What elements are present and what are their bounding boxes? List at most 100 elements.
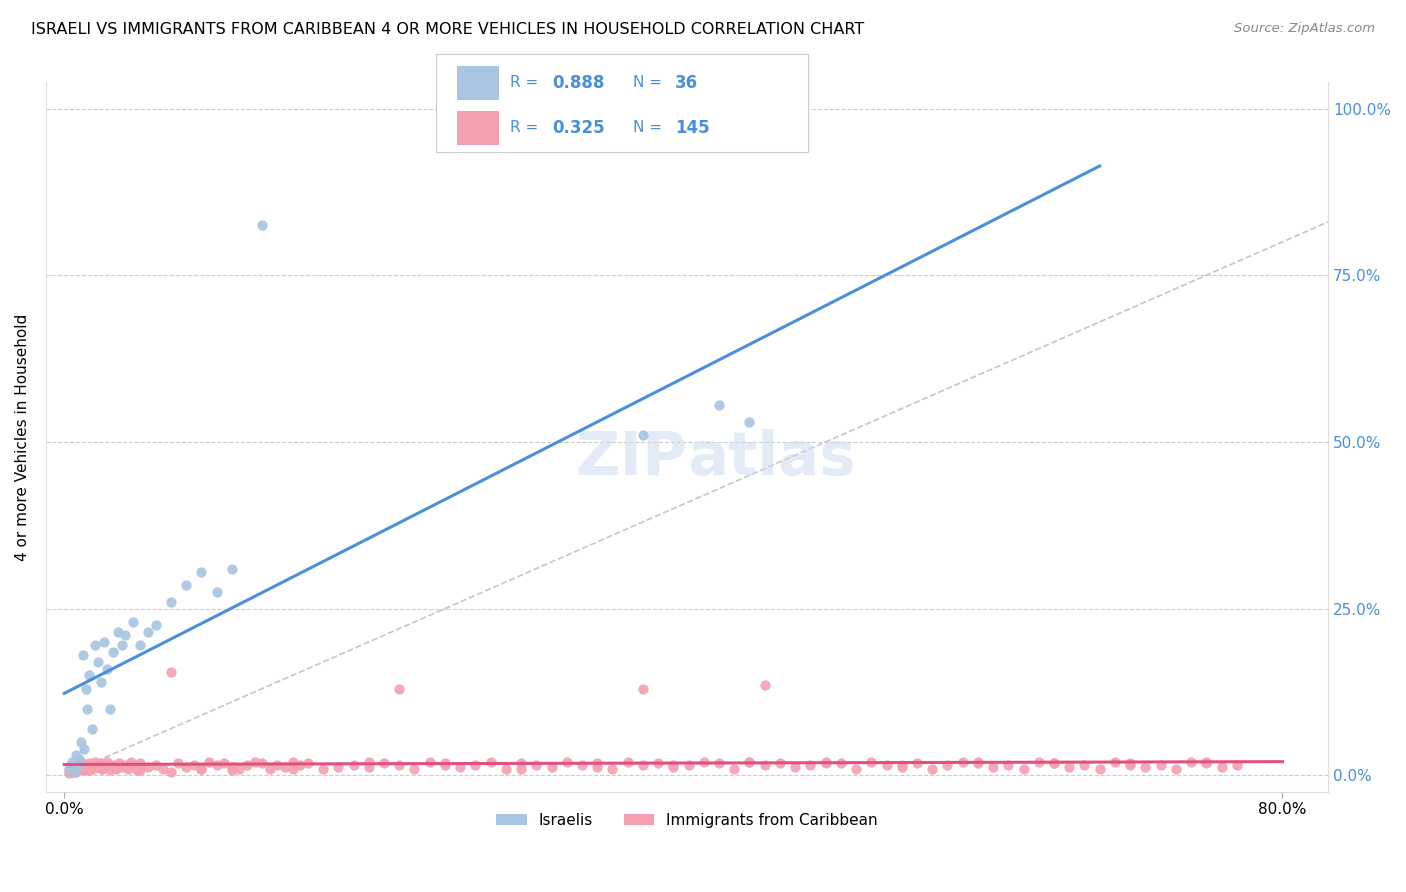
Point — [678, 758, 700, 772]
Text: 145: 145 — [675, 119, 710, 136]
Point — [77, 668, 100, 682]
Point — [76, 763, 98, 777]
Point — [124, 758, 146, 772]
Point — [136, 760, 159, 774]
Point — [167, 756, 190, 771]
Point — [586, 756, 609, 771]
Point — [647, 756, 669, 771]
Point — [73, 758, 96, 772]
Point — [236, 758, 259, 772]
Point — [63, 764, 86, 779]
Point — [1180, 755, 1202, 769]
Point — [198, 755, 221, 769]
Point — [449, 760, 471, 774]
Point — [876, 758, 898, 772]
Point — [80, 758, 103, 772]
Point — [87, 760, 110, 774]
Point — [952, 755, 974, 769]
Point — [274, 760, 297, 774]
Point — [91, 762, 114, 776]
Point — [250, 219, 273, 233]
Point — [342, 758, 364, 772]
Point — [72, 763, 94, 777]
Point — [221, 763, 243, 777]
Text: 0.888: 0.888 — [553, 74, 605, 92]
Point — [1088, 762, 1111, 776]
Point — [1135, 760, 1157, 774]
Point — [160, 665, 183, 679]
Point — [967, 756, 990, 771]
Point — [60, 755, 83, 769]
Point — [121, 615, 143, 629]
Point — [76, 701, 98, 715]
Point — [65, 763, 87, 777]
Point — [91, 762, 114, 776]
Point — [205, 758, 228, 772]
Point — [967, 755, 990, 769]
Point — [70, 735, 93, 749]
Point — [1226, 758, 1249, 772]
Point — [814, 756, 837, 771]
Point — [290, 758, 312, 772]
Point — [433, 758, 456, 772]
Point — [1104, 755, 1126, 769]
Text: Source: ZipAtlas.com: Source: ZipAtlas.com — [1234, 22, 1375, 36]
Text: R =: R = — [510, 120, 544, 135]
Text: N =: N = — [633, 76, 666, 90]
Point — [108, 756, 131, 771]
Point — [1119, 758, 1142, 772]
Point — [212, 756, 235, 771]
Point — [65, 764, 87, 779]
Point — [60, 762, 83, 776]
Point — [905, 756, 928, 771]
Point — [662, 758, 685, 772]
Point — [69, 751, 91, 765]
Point — [707, 756, 730, 771]
Point — [145, 618, 167, 632]
Point — [738, 415, 761, 429]
Point — [631, 428, 654, 442]
Point — [754, 758, 776, 772]
Point — [72, 648, 94, 663]
Point — [404, 762, 426, 776]
Point — [205, 585, 228, 599]
Point — [174, 578, 197, 592]
Point — [58, 766, 80, 780]
Point — [259, 762, 281, 776]
Point — [129, 756, 152, 771]
Point — [479, 755, 502, 769]
Point — [297, 756, 319, 771]
Point — [693, 755, 716, 769]
Point — [117, 762, 139, 776]
Point — [152, 762, 174, 776]
Point — [997, 758, 1019, 772]
Point — [62, 764, 84, 779]
Point — [66, 758, 89, 772]
Point — [524, 758, 547, 772]
Point — [83, 638, 105, 652]
Point — [127, 763, 149, 777]
Point — [77, 756, 100, 771]
Point — [495, 762, 517, 776]
Point — [63, 760, 86, 774]
Text: R =: R = — [510, 76, 544, 90]
Point — [174, 760, 197, 774]
Point — [328, 760, 350, 774]
Text: 0.325: 0.325 — [553, 119, 605, 136]
Point — [830, 756, 852, 771]
Point — [510, 756, 533, 771]
Point — [190, 762, 212, 776]
Point — [80, 722, 103, 736]
Point — [114, 628, 136, 642]
Point — [93, 635, 115, 649]
Point — [1073, 758, 1095, 772]
Point — [87, 655, 110, 669]
Point — [58, 762, 80, 776]
Point — [616, 755, 638, 769]
Point — [79, 763, 101, 777]
Point — [90, 756, 112, 771]
Point — [631, 758, 654, 772]
Point — [90, 675, 112, 690]
Point — [1059, 760, 1081, 774]
Point — [281, 762, 304, 776]
